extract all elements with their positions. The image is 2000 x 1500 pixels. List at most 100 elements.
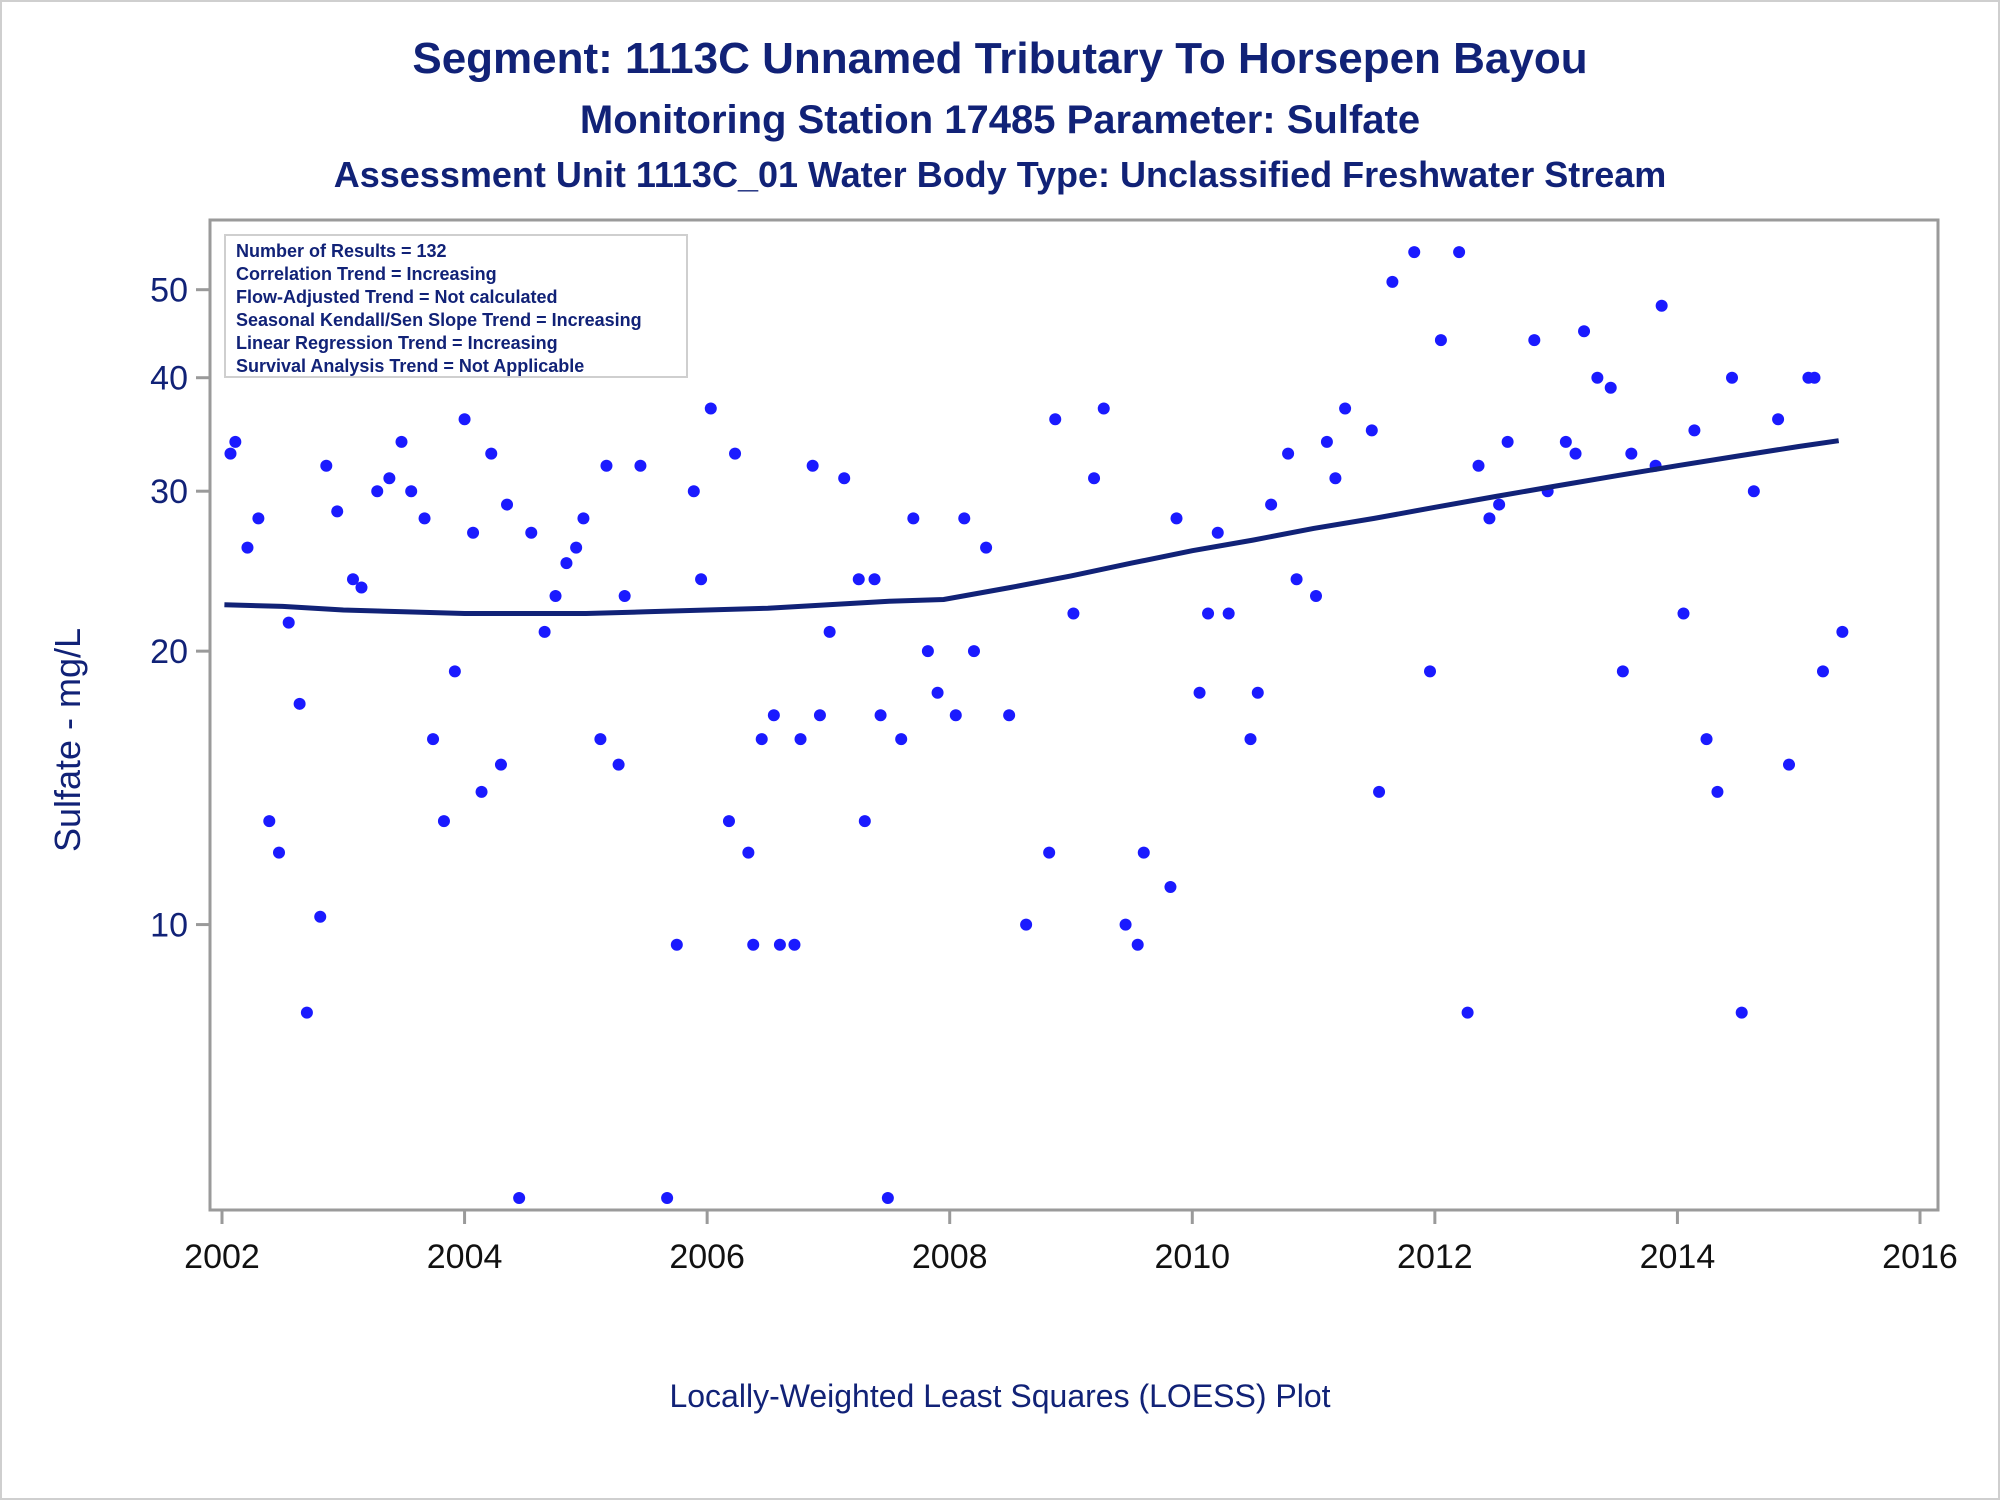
trend-summary-line: Survival Analysis Trend = Not Applicable <box>236 356 584 376</box>
data-point <box>525 526 538 539</box>
loess-trend-line <box>224 438 1840 616</box>
data-point <box>1688 424 1701 437</box>
data-point <box>594 733 607 746</box>
x-axis: 2002 2004 2006 2008 2010 2012 2014 2016 <box>184 1210 1958 1276</box>
data-point <box>618 590 631 603</box>
data-point <box>1625 447 1638 460</box>
data-point <box>494 758 507 771</box>
y-tick-label: 10 <box>150 907 188 945</box>
data-point <box>1119 918 1132 931</box>
data-point <box>300 1006 313 1019</box>
data-point <box>704 402 717 415</box>
x-tick-label: 2012 <box>1397 1238 1473 1276</box>
data-point <box>1329 472 1342 485</box>
data-point <box>1088 472 1101 485</box>
data-points <box>224 246 1849 1204</box>
data-point <box>742 846 755 859</box>
data-point <box>634 459 647 472</box>
x-tick-label: 2014 <box>1640 1238 1716 1276</box>
data-point <box>560 557 573 570</box>
data-point <box>949 709 962 722</box>
y-tick-label: 30 <box>150 473 188 511</box>
data-point <box>1711 785 1724 798</box>
data-point <box>1483 512 1496 525</box>
data-point <box>1339 402 1352 415</box>
data-point <box>475 785 488 798</box>
data-point <box>1472 459 1485 472</box>
data-point <box>600 459 613 472</box>
data-point <box>1386 275 1399 288</box>
data-point <box>1244 733 1257 746</box>
data-point <box>383 472 396 485</box>
data-point <box>1569 447 1582 460</box>
data-point <box>395 435 408 448</box>
data-point <box>874 709 887 722</box>
data-point <box>458 413 471 426</box>
x-tick-label: 2016 <box>1882 1238 1958 1276</box>
data-point <box>1816 665 1829 678</box>
data-point <box>1043 846 1056 859</box>
data-point <box>485 447 498 460</box>
trend-summary-line: Seasonal Kendall/Sen Slope Trend = Incre… <box>236 310 642 330</box>
data-point <box>1265 498 1278 511</box>
plot-area <box>208 218 1940 1212</box>
data-point <box>767 709 780 722</box>
data-point <box>1461 1006 1474 1019</box>
data-point <box>813 709 826 722</box>
data-point <box>314 910 327 923</box>
data-point <box>1170 512 1183 525</box>
data-point <box>1700 733 1713 746</box>
data-point <box>273 846 286 859</box>
data-point <box>427 733 440 746</box>
y-tick-label: 40 <box>150 360 188 398</box>
data-point <box>371 485 384 498</box>
x-tick-label: 2010 <box>1154 1238 1230 1276</box>
data-point <box>1453 246 1466 259</box>
data-point <box>1726 371 1739 384</box>
data-point <box>794 733 807 746</box>
data-point <box>241 541 254 554</box>
data-point <box>293 697 306 710</box>
data-point <box>1808 371 1821 384</box>
data-point <box>501 498 514 511</box>
data-point <box>1616 665 1629 678</box>
data-point <box>980 541 993 554</box>
data-point <box>1290 573 1303 586</box>
data-point <box>513 1192 526 1204</box>
data-point <box>448 665 461 678</box>
data-point <box>755 733 768 746</box>
data-point <box>1309 590 1322 603</box>
data-point <box>788 938 801 951</box>
data-point <box>1365 424 1378 437</box>
data-point <box>1282 447 1295 460</box>
data-point <box>868 573 881 586</box>
data-point <box>263 815 276 828</box>
trend-summary-line: Number of Results = 132 <box>236 241 447 261</box>
data-point <box>570 541 583 554</box>
data-point <box>1836 625 1849 638</box>
data-point <box>224 447 237 460</box>
y-tick-label: 50 <box>150 272 188 310</box>
data-point <box>437 815 450 828</box>
y-axis: 10 20 30 40 50 <box>150 272 210 945</box>
data-point <box>907 512 920 525</box>
trend-summary-border <box>224 234 688 378</box>
data-point <box>687 485 700 498</box>
data-point <box>229 435 242 448</box>
chart-subtitle-assessment: Assessment Unit 1113C_01 Water Body Type… <box>333 154 1667 195</box>
data-point <box>1003 709 1016 722</box>
data-point <box>1578 325 1591 338</box>
data-point <box>858 815 871 828</box>
data-point <box>1049 413 1062 426</box>
data-point <box>1677 607 1690 620</box>
trend-summary-box: Number of Results = 132 Correlation Trend… <box>224 234 688 378</box>
data-point <box>1783 758 1796 771</box>
data-point <box>1222 607 1235 620</box>
x-tick-label: 2008 <box>912 1238 988 1276</box>
data-point <box>1735 1006 1748 1019</box>
data-point <box>1528 334 1541 347</box>
y-axis-label: Sulfate - mg/L <box>47 628 88 852</box>
data-point <box>895 733 908 746</box>
data-point <box>931 686 944 699</box>
